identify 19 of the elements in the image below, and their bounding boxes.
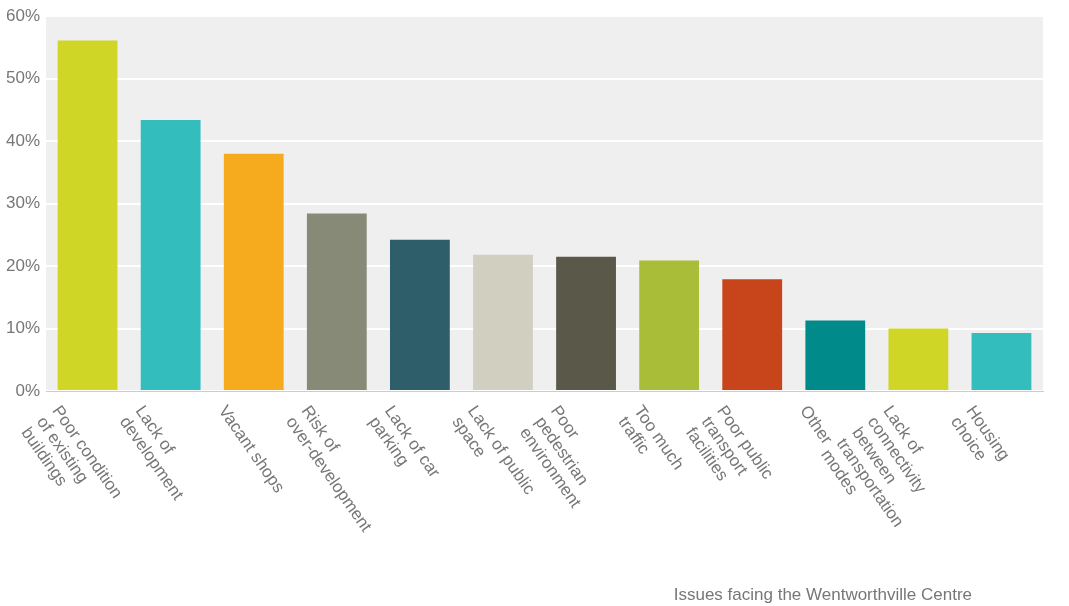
y-tick-label: 50% (5, 68, 41, 88)
bar (639, 260, 700, 390)
bar (57, 40, 118, 390)
bar (971, 332, 1032, 390)
y-tick-label: 30% (5, 193, 41, 213)
y-tick-label: 60% (5, 5, 41, 25)
bar (140, 119, 201, 390)
x-axis-title: Issues facing the Wentworthville Centre (673, 585, 972, 605)
bar (556, 256, 616, 390)
bar (722, 279, 783, 390)
bar (888, 328, 949, 390)
y-tick-label: 40% (5, 130, 41, 150)
bar (306, 213, 367, 390)
bar (223, 153, 284, 390)
y-tick-label: 20% (5, 255, 41, 275)
y-tick-label: 0% (15, 380, 41, 400)
bar (805, 320, 866, 390)
y-tick-label: 10% (5, 318, 41, 338)
bar (389, 239, 450, 390)
